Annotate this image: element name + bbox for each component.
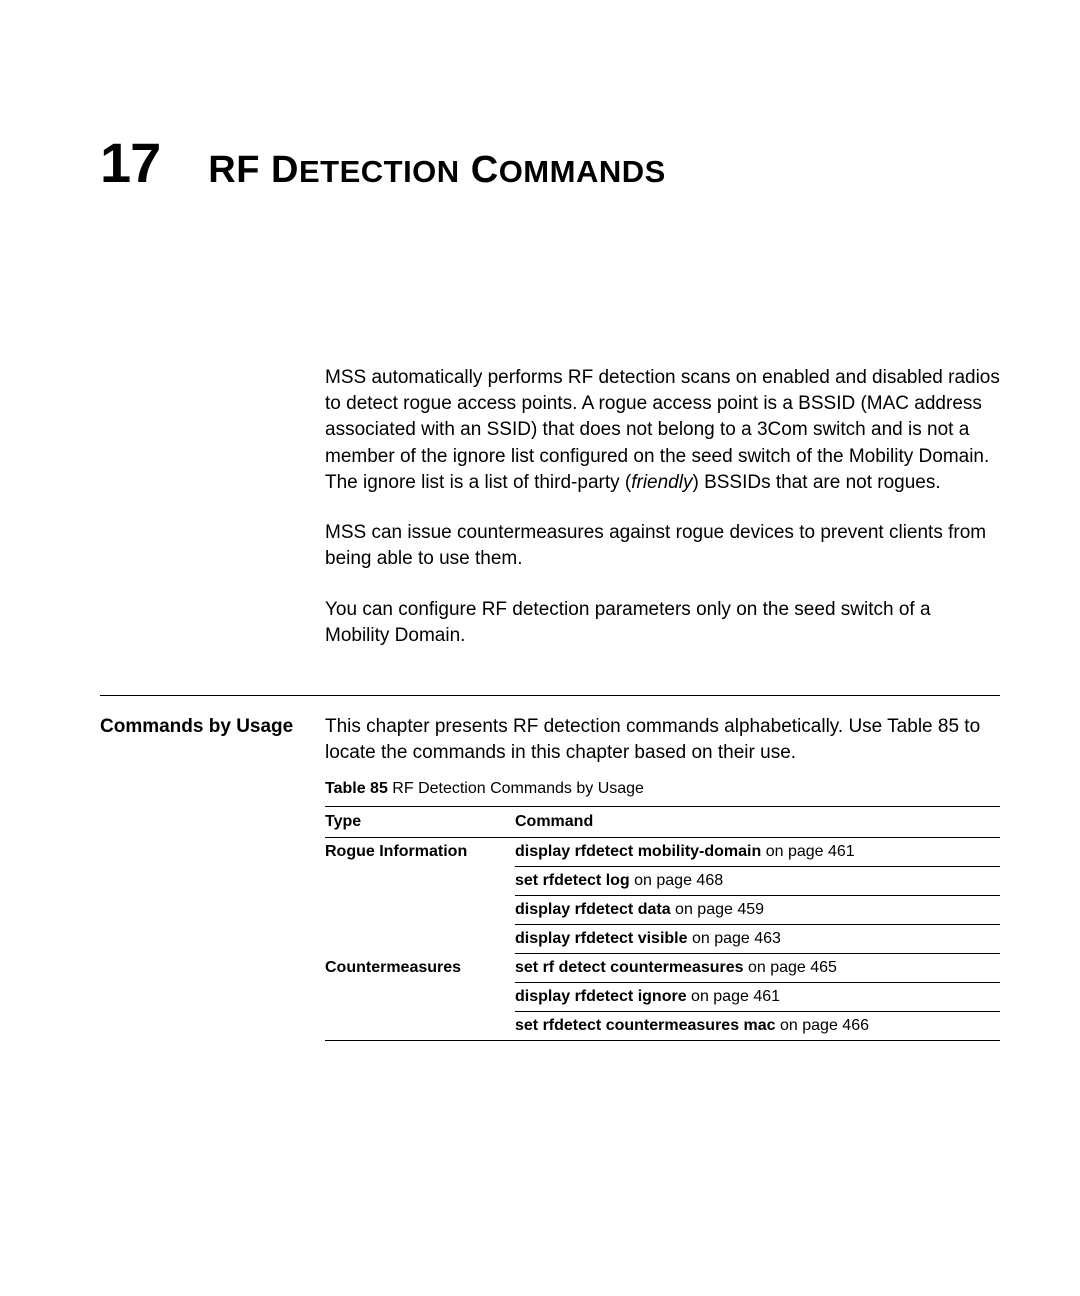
title-part1: RF D — [208, 149, 299, 191]
header-command: Command — [515, 807, 1000, 838]
command-cell: set rfdetect countermeasures mac on page… — [515, 1012, 1000, 1041]
intro-para1: MSS automatically performs RF detection … — [325, 365, 1000, 496]
command-cell: set rfdetect log on page 468 — [515, 867, 1000, 896]
table-row: Rogue Information display rfdetect mobil… — [325, 838, 1000, 867]
type-cell — [325, 1012, 515, 1041]
command-cell: display rfdetect ignore on page 461 — [515, 983, 1000, 1012]
cmd-bold: display rfdetect ignore — [515, 988, 687, 1005]
table-row: set rfdetect log on page 468 — [325, 867, 1000, 896]
type-cell — [325, 925, 515, 954]
header-type: Type — [325, 807, 515, 838]
cmd-bold: display rfdetect visible — [515, 930, 688, 947]
title-part3: C — [460, 149, 499, 191]
cmd-rest: on page 461 — [687, 988, 780, 1005]
chapter-title: RF DETECTION COMMANDS — [208, 149, 666, 192]
table-caption: Table 85 RF Detection Commands by Usage — [325, 780, 1000, 798]
commands-section: Commands by Usage This chapter presents … — [100, 714, 1000, 1041]
cmd-bold: set rfdetect log — [515, 872, 630, 889]
command-cell: set rf detect countermeasures on page 46… — [515, 954, 1000, 983]
intro-body: MSS automatically performs RF detection … — [325, 365, 1000, 673]
cmd-bold: display rfdetect mobility-domain — [515, 843, 761, 860]
command-cell: display rfdetect visible on page 463 — [515, 925, 1000, 954]
table-caption-rest: RF Detection Commands by Usage — [388, 780, 644, 797]
cmd-rest: on page 468 — [630, 872, 723, 889]
chapter-number: 17 — [100, 130, 160, 195]
cmd-rest: on page 461 — [761, 843, 854, 860]
table-row: display rfdetect ignore on page 461 — [325, 983, 1000, 1012]
title-part4: OMMANDS — [499, 154, 666, 189]
page-container: 17 RF DETECTION COMMANDS MSS automatical… — [0, 0, 1080, 1101]
type-cell — [325, 983, 515, 1012]
type-cell: Countermeasures — [325, 954, 515, 983]
title-part2: ETECTION — [299, 154, 460, 189]
section-divider — [100, 695, 1000, 696]
chapter-header: 17 RF DETECTION COMMANDS — [100, 130, 1000, 195]
commands-table: Type Command Rogue Information display r… — [325, 806, 1000, 1041]
intro-para2: MSS can issue countermeasures against ro… — [325, 520, 1000, 572]
section-label: Commands by Usage — [100, 714, 325, 740]
command-cell: display rfdetect mobility-domain on page… — [515, 838, 1000, 867]
intro-block: MSS automatically performs RF detection … — [100, 365, 1000, 673]
section-body: This chapter presents RF detection comma… — [325, 714, 1000, 1041]
intro-para1c: ) BSSIDs that are not rogues. — [692, 472, 940, 493]
cmd-bold: set rf detect countermeasures — [515, 959, 744, 976]
type-cell — [325, 896, 515, 925]
table-caption-bold: Table 85 — [325, 780, 388, 797]
table-header-row: Type Command — [325, 807, 1000, 838]
table-row: display rfdetect visible on page 463 — [325, 925, 1000, 954]
cmd-rest: on page 459 — [671, 901, 764, 918]
intro-para3: You can configure RF detection parameter… — [325, 597, 1000, 649]
intro-para1b: friendly — [631, 472, 692, 493]
section-para: This chapter presents RF detection comma… — [325, 714, 1000, 766]
cmd-rest: on page 463 — [688, 930, 781, 947]
table-row: Countermeasures set rf detect countermea… — [325, 954, 1000, 983]
cmd-bold: display rfdetect data — [515, 901, 671, 918]
table-row: display rfdetect data on page 459 — [325, 896, 1000, 925]
type-cell — [325, 867, 515, 896]
cmd-bold: set rfdetect countermeasures mac — [515, 1017, 776, 1034]
command-cell: display rfdetect data on page 459 — [515, 896, 1000, 925]
cmd-rest: on page 466 — [776, 1017, 869, 1034]
table-row: set rfdetect countermeasures mac on page… — [325, 1012, 1000, 1041]
type-cell: Rogue Information — [325, 838, 515, 867]
cmd-rest: on page 465 — [744, 959, 837, 976]
